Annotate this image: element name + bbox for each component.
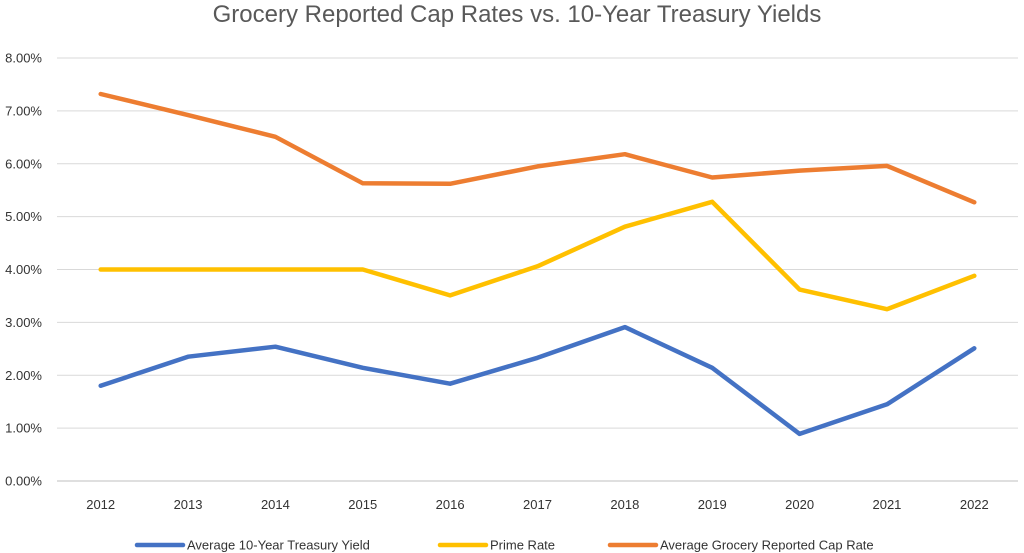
y-tick-label: 6.00% xyxy=(5,156,42,171)
legend-label: Average 10-Year Treasury Yield xyxy=(187,538,370,553)
series-line-2 xyxy=(98,199,977,312)
x-tick-label: 2015 xyxy=(348,497,377,512)
x-tick-label: 2012 xyxy=(86,497,115,512)
y-tick-label: 0.00% xyxy=(5,474,42,489)
legend-label: Average Grocery Reported Cap Rate xyxy=(660,538,874,553)
y-tick-label: 3.00% xyxy=(5,315,42,330)
x-tick-label: 2018 xyxy=(610,497,639,512)
x-tick-label: 2022 xyxy=(960,497,989,512)
y-tick-label: 7.00% xyxy=(5,103,42,118)
x-tick-label: 2016 xyxy=(436,497,465,512)
legend-label: Prime Rate xyxy=(490,538,555,553)
x-tick-label: 2014 xyxy=(261,497,290,512)
series-line-3 xyxy=(98,91,977,205)
y-tick-label: 5.00% xyxy=(5,209,42,224)
x-tick-label: 2021 xyxy=(872,497,901,512)
chart-title: Grocery Reported Cap Rates vs. 10-Year T… xyxy=(213,1,822,28)
series-lines xyxy=(98,91,977,437)
y-tick-label: 4.00% xyxy=(5,262,42,277)
y-tick-label: 8.00% xyxy=(5,51,42,66)
legend: Average 10-Year Treasury Yield Prime Rate… xyxy=(134,538,874,553)
x-axis-tick-labels: 2012 2013 2014 2015 2016 2017 2018 2019 2020 2021… xyxy=(86,497,989,512)
x-tick-label: 2019 xyxy=(698,497,727,512)
series-line-1 xyxy=(98,324,977,437)
x-tick-label: 2013 xyxy=(174,497,203,512)
y-tick-label: 1.00% xyxy=(5,421,42,436)
y-tick-label: 2.00% xyxy=(5,368,42,383)
y-axis-tick-labels: 0.00% 1.00% 2.00% 3.00% 4.00% 5.00% 6.00% 7.00%… xyxy=(5,51,42,489)
x-tick-label: 2020 xyxy=(785,497,814,512)
x-tick-label: 2017 xyxy=(523,497,552,512)
